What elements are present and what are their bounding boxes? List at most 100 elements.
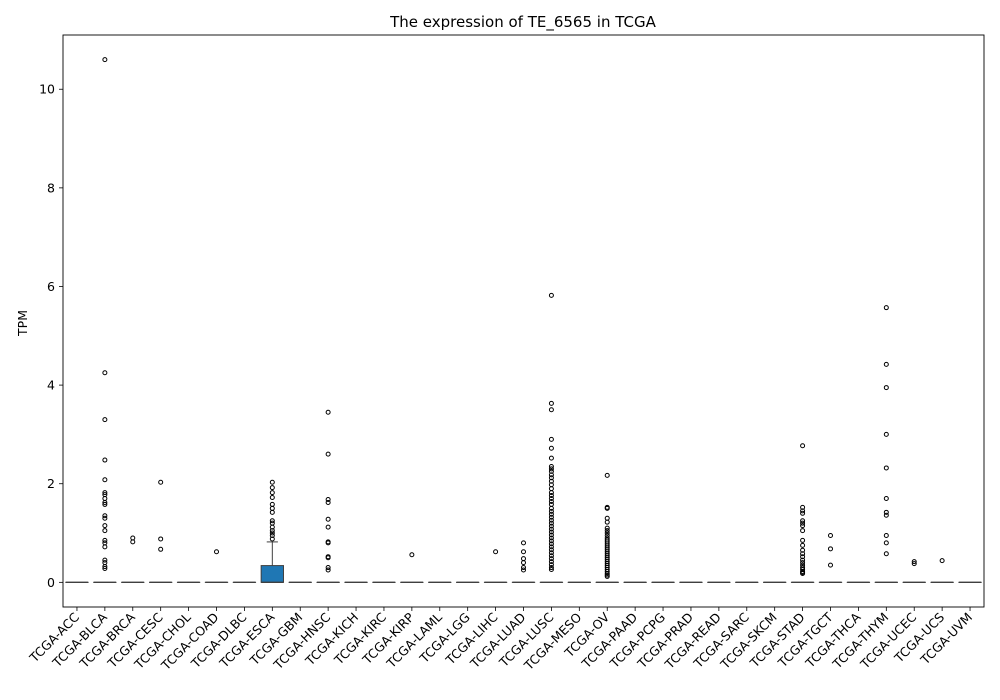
outlier-point (604, 573, 610, 579)
outlier-point (604, 568, 610, 574)
outlier-point (800, 443, 806, 449)
chart-title: The expression of TE_6565 in TCGA (389, 13, 656, 32)
outlier-point (883, 533, 889, 538)
outlier-point (269, 528, 275, 534)
outlier-point (604, 519, 610, 525)
outlier-point (800, 551, 806, 557)
outlier-point (102, 557, 108, 563)
outlier-point (883, 361, 889, 367)
outlier-point (548, 400, 554, 406)
outlier-point (548, 468, 554, 474)
outlier-point (325, 567, 331, 573)
outlier-point (325, 540, 331, 546)
outlier-point (102, 544, 108, 550)
outlier-point (409, 552, 415, 558)
outlier-point (800, 542, 806, 548)
outlier-point (548, 544, 554, 550)
outlier-point (604, 505, 610, 511)
outlier-point (102, 477, 108, 483)
y-tick-label: 6 (47, 279, 55, 294)
plot-frame (62, 34, 985, 608)
outlier-point (493, 549, 499, 555)
outlier-point (548, 565, 554, 571)
outlier-point (102, 499, 108, 505)
outlier-point (548, 541, 554, 547)
outlier-point (102, 57, 108, 63)
outlier-point (800, 508, 806, 514)
y-tick-label: 10 (39, 82, 55, 97)
outlier-point (102, 370, 108, 376)
outlier-point (269, 524, 275, 530)
outlier-point (102, 496, 108, 502)
outlier-point (800, 560, 806, 566)
outlier-point (102, 523, 108, 529)
outlier-point (883, 509, 889, 515)
outlier-point (548, 498, 554, 504)
outlier-point (883, 551, 889, 557)
outlier-point (548, 517, 554, 523)
outlier-point (548, 511, 554, 517)
outlier-point (269, 495, 275, 501)
outlier-point (521, 565, 526, 571)
outlier-point (548, 532, 554, 538)
outlier-point (800, 547, 806, 553)
outlier-point (269, 530, 275, 536)
outlier-point (883, 431, 889, 437)
outlier-point (548, 475, 554, 481)
outlier-point (548, 436, 554, 442)
outlier-point (325, 497, 331, 503)
outlier-point (548, 496, 554, 502)
outlier-point (800, 510, 806, 516)
outlier-point (269, 533, 275, 538)
outlier-point (325, 565, 331, 571)
outlier-point (325, 516, 331, 522)
outlier-point (102, 528, 108, 534)
outlier-point (939, 558, 945, 564)
outlier-point (548, 508, 554, 514)
outlier-point (828, 546, 833, 552)
outlier-point (548, 559, 554, 565)
outlier-point (548, 556, 554, 562)
outlier-point (269, 485, 275, 491)
outlier-point (548, 547, 554, 553)
outlier-point (800, 554, 806, 560)
outlier-point (548, 553, 554, 559)
outlier-point (911, 559, 917, 565)
outlier-point (269, 501, 275, 507)
outlier-point (548, 486, 554, 492)
outlier-point (521, 549, 526, 555)
outlier-point (883, 540, 889, 546)
outlier-point (548, 478, 554, 484)
outlier-point (521, 560, 526, 566)
outlier-point (548, 445, 554, 451)
outlier-point (548, 562, 554, 568)
outlier-point (548, 463, 554, 469)
outlier-point (521, 556, 526, 562)
outlier-point (548, 529, 554, 535)
outlier-point (102, 457, 108, 463)
outlier-point (325, 499, 331, 505)
outlier-point (604, 472, 610, 478)
outlier-point (883, 512, 889, 518)
outlier-point (521, 567, 526, 573)
outlier-point (828, 533, 833, 538)
outlier-point (548, 567, 554, 573)
outlier-point (102, 566, 108, 572)
outlier-point (325, 555, 331, 561)
outlier-point (102, 513, 108, 519)
outlier-point (604, 525, 610, 531)
outlier-point (521, 540, 526, 546)
outlier-point (548, 514, 554, 520)
outlier-point (269, 536, 275, 542)
outlier-point (883, 496, 889, 502)
outlier-point (548, 520, 554, 526)
outlier-point (102, 564, 108, 570)
outlier-point (158, 479, 164, 485)
outlier-point (604, 530, 610, 536)
outlier-point (325, 524, 331, 530)
outlier-point (158, 546, 164, 552)
outlier-point (548, 493, 554, 499)
plot-area: 0246810TCGA-ACCTCGA-BLCATCGA-BRCATCGA-CE… (26, 34, 985, 674)
box (260, 565, 284, 583)
outlier-point (548, 505, 554, 511)
